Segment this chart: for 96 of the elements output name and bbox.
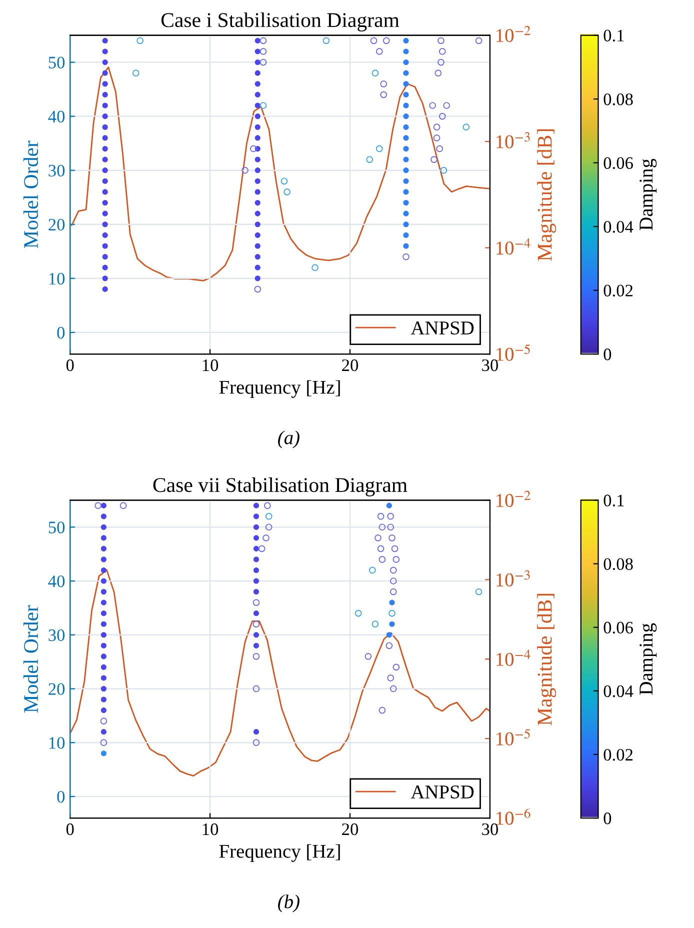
point xyxy=(253,642,260,648)
x-tick-label: 10 xyxy=(202,359,218,372)
x-tick-label: 0 xyxy=(66,823,74,836)
y2-tick-label: 10$^{−4}$ xyxy=(496,238,530,255)
point xyxy=(100,610,106,616)
line-series xyxy=(70,569,490,776)
text: (b) xyxy=(278,894,300,912)
x-tick-label: 0 xyxy=(66,359,74,372)
y2-tick-label: 10$^{−3}$ xyxy=(496,570,530,587)
y-tick-label: 0 xyxy=(57,790,65,803)
color-bar-label: 0.04 xyxy=(604,221,634,233)
point xyxy=(100,567,106,574)
y-tick-label: 50 xyxy=(48,56,65,68)
color-bar-label: 0 xyxy=(604,812,612,824)
point xyxy=(100,546,106,552)
point xyxy=(253,578,260,584)
point xyxy=(100,556,106,562)
point xyxy=(253,502,260,508)
y2-tick-label: 10$^{−2}$ xyxy=(496,490,530,508)
point xyxy=(386,502,392,508)
point xyxy=(253,546,260,552)
y2-tick-label: 10$^{−2}$ xyxy=(496,26,530,42)
point xyxy=(100,664,106,670)
point xyxy=(253,535,260,541)
point xyxy=(253,524,260,530)
y2-axis-title: Magnitude [dB] xyxy=(537,129,556,261)
y-tick-label: 10 xyxy=(49,272,65,285)
point xyxy=(253,514,260,520)
y2-tick-label: 10$^{−3}$ xyxy=(496,132,530,148)
point xyxy=(386,632,392,638)
color-bar-label: 0 xyxy=(604,348,612,360)
y2-axis-title: Magnitude [dB] xyxy=(537,594,556,726)
x-tick-label: 20 xyxy=(342,359,358,372)
point xyxy=(253,556,260,562)
y-tick-label: 0 xyxy=(57,326,65,339)
y2-tick-label: 10$^{−4}$ xyxy=(496,650,530,666)
point xyxy=(253,729,260,735)
y-tick-label: 30 xyxy=(48,164,65,177)
point xyxy=(100,750,106,756)
y-tick-label: 40 xyxy=(48,575,65,588)
x-axis-title: Frequency [Hz] xyxy=(219,380,340,398)
point xyxy=(253,632,260,638)
color-bar-label: 0.02 xyxy=(604,284,633,297)
y2-tick-label: 10$^{−5}$ xyxy=(496,344,530,361)
y-tick-label: 50 xyxy=(48,522,65,534)
color-bar-label: 0.1 xyxy=(604,30,624,42)
color-bar-title: Damping xyxy=(640,158,657,230)
x-tick-label: 10 xyxy=(202,823,218,836)
chart-title: Case i Stabilisation Diagram xyxy=(161,12,400,32)
point xyxy=(100,642,106,648)
point xyxy=(100,578,106,584)
y-tick-label: 40 xyxy=(48,110,65,122)
point xyxy=(100,696,106,702)
point xyxy=(100,729,106,735)
y-axis-title: Model Order xyxy=(23,605,38,713)
point xyxy=(100,621,106,627)
y2-tick-label: 10$^{−5}$ xyxy=(496,728,530,746)
y-tick-label: 20 xyxy=(48,683,65,695)
point xyxy=(100,524,106,530)
color-bar-label: 0.06 xyxy=(604,622,633,634)
point xyxy=(253,588,260,595)
point xyxy=(100,588,106,595)
point xyxy=(389,600,395,606)
legend-label: ANPSD xyxy=(410,321,474,335)
color-bar-label: 0.1 xyxy=(604,494,624,506)
line-series xyxy=(71,66,490,282)
x-axis-title: Frequency [Hz] xyxy=(219,844,340,862)
chart-title: Case vii Stabilisation Diagram xyxy=(153,477,408,496)
x-tick-label: 30 xyxy=(482,359,498,372)
color-bar-title: Damping xyxy=(640,623,657,695)
y-tick-label: 20 xyxy=(48,218,65,231)
point xyxy=(100,654,106,660)
text: (a) xyxy=(278,430,300,448)
point xyxy=(100,632,106,638)
point xyxy=(100,708,106,714)
point xyxy=(389,621,395,627)
y-tick-label: 10 xyxy=(49,737,65,749)
point xyxy=(100,675,106,681)
point xyxy=(100,502,106,508)
color-bar-label: 0.02 xyxy=(604,748,633,761)
legend-label: ANPSD xyxy=(410,785,474,799)
y2-tick-label: 10$^{−6}$ xyxy=(496,808,530,825)
point xyxy=(100,535,106,541)
point xyxy=(100,514,106,520)
color-bar-label: 0.08 xyxy=(604,93,633,106)
color-bar-label: 0.04 xyxy=(604,685,634,698)
point xyxy=(100,600,106,606)
y-axis-title: Model Order xyxy=(23,140,38,248)
x-tick-label: 30 xyxy=(482,823,498,836)
color-bar-label: 0.06 xyxy=(604,157,633,170)
point xyxy=(253,567,260,574)
point xyxy=(100,686,106,692)
point xyxy=(253,610,260,616)
x-tick-label: 20 xyxy=(342,823,358,836)
y-tick-label: 30 xyxy=(48,629,65,642)
color-bar-label: 0.08 xyxy=(604,558,633,570)
